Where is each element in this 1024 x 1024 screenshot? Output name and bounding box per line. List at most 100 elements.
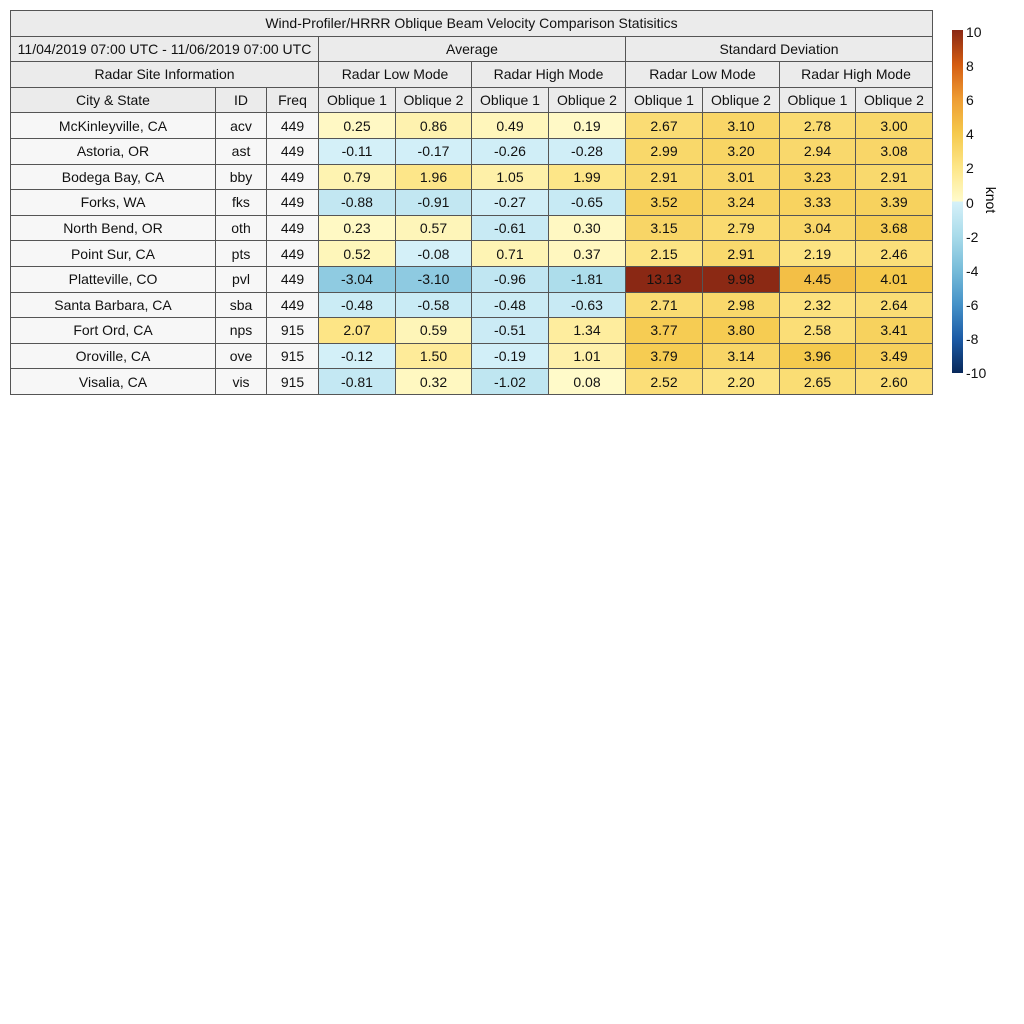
value-cell: 13.13 — [625, 265, 703, 293]
value-cell: 1.96 — [395, 163, 472, 191]
column-header: Oblique 2 — [395, 86, 472, 114]
column-header: City & State — [10, 86, 216, 114]
id-cell: ove — [215, 342, 267, 370]
value-cell: 1.05 — [471, 163, 549, 191]
value-cell: 2.32 — [779, 291, 856, 319]
table-title: Wind-Profiler/HRRR Oblique Beam Velocity… — [10, 10, 933, 37]
table-row: North Bend, OR oth 449 0.23 0.57 -0.61 0.30 3.1… — [10, 214, 933, 242]
site-info-header: Radar Site Information — [10, 61, 319, 88]
city-cell: McKinleyville, CA — [10, 112, 216, 139]
value-cell: 2.46 — [855, 240, 933, 267]
colorbar-tick-label: -4 — [966, 262, 979, 279]
colorbar-tick-label: 0 — [966, 194, 974, 211]
mode-header: Radar Low Mode — [318, 61, 472, 88]
id-cell: fks — [215, 189, 267, 216]
table-row: Point Sur, CA pts 449 0.52 -0.08 0.71 0.37 2.15… — [10, 240, 933, 267]
value-cell: 2.64 — [855, 291, 933, 319]
city-cell: Point Sur, CA — [10, 240, 216, 267]
table-row: Fort Ord, CA nps 915 2.07 0.59 -0.51 1.34 3.77 3… — [10, 317, 933, 344]
value-cell: 2.20 — [702, 368, 780, 395]
value-cell: -0.48 — [471, 291, 549, 319]
value-cell: -0.61 — [471, 214, 549, 242]
value-cell: 2.91 — [702, 240, 780, 267]
table-row: Forks, WA fks 449 -0.88 -0.91 -0.27 -0.65 3.52 3… — [10, 189, 933, 216]
value-cell: 0.32 — [395, 368, 472, 395]
value-cell: 0.71 — [471, 240, 549, 267]
table-row: Astoria, OR ast 449 -0.11 -0.17 -0.26 -0.28 2.9… — [10, 137, 933, 165]
table-row: Santa Barbara, CA sba 449 -0.48 -0.58 -0.48 -0… — [10, 291, 933, 319]
value-cell: 2.91 — [855, 163, 933, 191]
id-cell: vis — [215, 368, 267, 395]
value-cell: 3.33 — [779, 189, 856, 216]
value-cell: 3.15 — [625, 214, 703, 242]
freq-cell: 915 — [266, 317, 319, 344]
value-cell: -0.08 — [395, 240, 472, 267]
column-header: Oblique 2 — [702, 86, 780, 114]
value-cell: 3.52 — [625, 189, 703, 216]
mode-header: Radar High Mode — [471, 61, 626, 88]
city-cell: Astoria, OR — [10, 137, 216, 165]
column-header: Oblique 1 — [779, 86, 856, 114]
value-cell: 2.65 — [779, 368, 856, 395]
freq-cell: 449 — [266, 265, 319, 293]
freq-cell: 449 — [266, 214, 319, 242]
freq-cell: 449 — [266, 189, 319, 216]
date-range: 11/04/2019 07:00 UTC - 11/06/2019 07:00 … — [10, 35, 319, 63]
value-cell: 0.25 — [318, 112, 396, 139]
colorbar-tick-label: -2 — [966, 228, 979, 245]
id-cell: nps — [215, 317, 267, 344]
value-cell: 3.79 — [625, 342, 703, 370]
column-header: Oblique 2 — [548, 86, 626, 114]
city-cell: Fort Ord, CA — [10, 317, 216, 344]
column-header: Oblique 1 — [625, 86, 703, 114]
mode-header: Radar High Mode — [779, 61, 933, 88]
group-standard-deviation: Standard Deviation — [625, 35, 933, 63]
value-cell: 3.14 — [702, 342, 780, 370]
value-cell: -0.27 — [471, 189, 549, 216]
value-cell: -0.96 — [471, 265, 549, 293]
id-cell: ast — [215, 137, 267, 165]
value-cell: 0.19 — [548, 112, 626, 139]
value-cell: 2.15 — [625, 240, 703, 267]
table-row: Platteville, CO pvl 449 -3.04 -3.10 -0.96 -1.8… — [10, 265, 933, 293]
value-cell: 2.79 — [702, 214, 780, 242]
value-cell: 0.23 — [318, 214, 396, 242]
value-cell: 2.94 — [779, 137, 856, 165]
value-cell: 2.58 — [779, 317, 856, 344]
value-cell: 2.67 — [625, 112, 703, 139]
column-header: Oblique 1 — [471, 86, 549, 114]
value-cell: -0.63 — [548, 291, 626, 319]
freq-cell: 449 — [266, 112, 319, 139]
id-cell: pvl — [215, 265, 267, 293]
value-cell: 1.34 — [548, 317, 626, 344]
id-cell: oth — [215, 214, 267, 242]
value-cell: -0.51 — [471, 317, 549, 344]
table-row: Bodega Bay, CA bby 449 0.79 1.96 1.05 1.99 2.91… — [10, 163, 933, 191]
value-cell: -0.48 — [318, 291, 396, 319]
value-cell: 3.00 — [855, 112, 933, 139]
value-cell: 2.91 — [625, 163, 703, 191]
mode-header: Radar Low Mode — [625, 61, 780, 88]
id-cell: acv — [215, 112, 267, 139]
value-cell: 0.37 — [548, 240, 626, 267]
freq-cell: 915 — [266, 342, 319, 370]
value-cell: -0.12 — [318, 342, 396, 370]
value-cell: 2.78 — [779, 112, 856, 139]
column-header: ID — [215, 86, 267, 114]
statistics-table: Wind-Profiler/HRRR Oblique Beam Velocity… — [10, 10, 933, 395]
city-cell: Bodega Bay, CA — [10, 163, 216, 191]
colorbar-unit-label: knot — [983, 186, 1000, 214]
value-cell: 4.01 — [855, 265, 933, 293]
value-cell: 0.30 — [548, 214, 626, 242]
value-cell: -0.81 — [318, 368, 396, 395]
table-row: Oroville, CA ove 915 -0.12 1.50 -0.19 1.01 3.79… — [10, 342, 933, 370]
value-cell: 0.59 — [395, 317, 472, 344]
value-cell: 0.86 — [395, 112, 472, 139]
value-cell: 3.10 — [702, 112, 780, 139]
freq-cell: 449 — [266, 137, 319, 165]
value-cell: 3.77 — [625, 317, 703, 344]
table-row: Visalia, CA vis 915 -0.81 0.32 -1.02 0.08 2.52 2… — [10, 368, 933, 395]
group-average: Average — [318, 35, 626, 63]
value-cell: 3.08 — [855, 137, 933, 165]
colorbar-tick-label: 4 — [966, 126, 974, 143]
